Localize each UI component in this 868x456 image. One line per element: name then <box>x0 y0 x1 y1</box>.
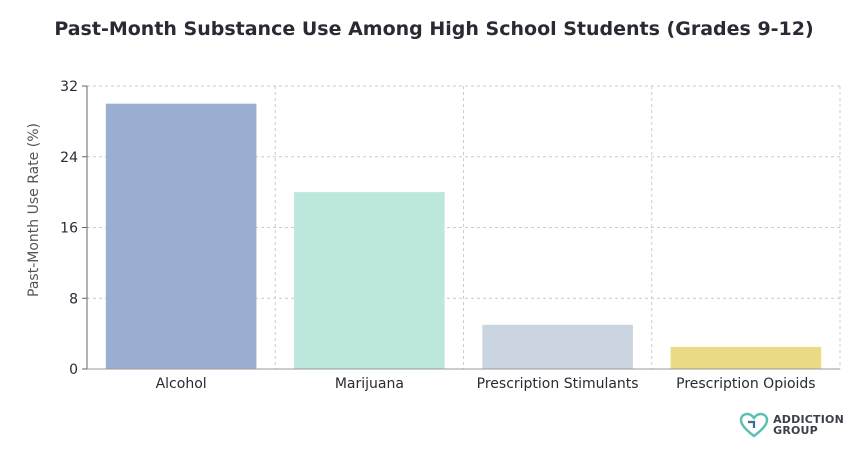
bar-alcohol <box>105 103 257 369</box>
grid-lines <box>87 85 841 369</box>
axes-group <box>82 85 840 370</box>
x-tick-label: Prescription Opioids <box>676 376 815 392</box>
x-tick-label: Alcohol <box>156 376 207 392</box>
x-tick-label: Marijuana <box>335 376 404 392</box>
y-tick-label: 0 <box>69 362 78 378</box>
y-tick-label: 24 <box>60 150 78 166</box>
bar-marijuana <box>294 192 445 369</box>
y-tick-labels: 0 8 16 24 32 <box>60 79 78 378</box>
heart-logo-icon <box>739 412 769 438</box>
bars-group <box>105 103 822 369</box>
y-tick-label: 32 <box>60 79 78 95</box>
y-tick-label: 16 <box>60 221 78 237</box>
x-tick-labels: Alcohol Marijuana Prescription Stimulants P… <box>156 376 816 392</box>
x-tick-label: Prescription Stimulants <box>477 376 639 392</box>
brand-logo: ADDICTION GROUP <box>739 412 844 438</box>
bar-prescription-opioids <box>670 346 822 369</box>
logo-line-1: ADDICTION <box>773 413 844 426</box>
chart-title: Past-Month Substance Use Among High Scho… <box>54 18 814 40</box>
bar-prescription-stimulants <box>482 324 633 369</box>
y-tick-label: 8 <box>69 291 78 307</box>
y-axis-label: Past-Month Use Rate (%) <box>26 123 42 297</box>
logo-line-2: GROUP <box>773 424 818 437</box>
